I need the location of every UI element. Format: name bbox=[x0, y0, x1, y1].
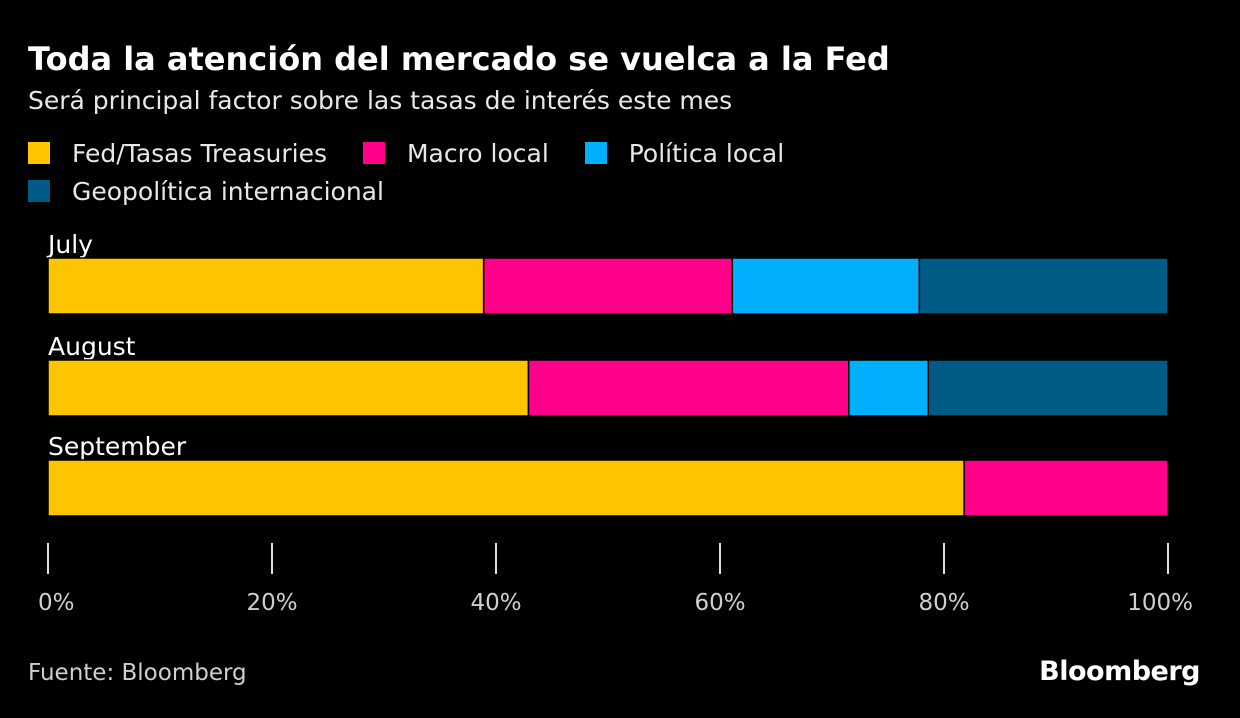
bar-segment bbox=[731, 257, 921, 315]
x-tick-label: 20% bbox=[246, 590, 297, 616]
legend-swatch bbox=[28, 142, 50, 164]
bar-segment bbox=[927, 359, 1169, 417]
legend-label: Macro local bbox=[406, 138, 549, 168]
category-label: September bbox=[48, 432, 187, 461]
legend-swatch bbox=[584, 142, 607, 164]
bar-segment bbox=[482, 257, 734, 315]
bar-segment bbox=[527, 359, 850, 417]
legend-label: Fed/Tasas Treasuries bbox=[72, 138, 327, 168]
chart-subtitle: Será principal factor sobre las tasas de… bbox=[28, 86, 733, 115]
source-note: Fuente: Bloomberg bbox=[28, 660, 247, 686]
legend-item: Geopolítica internacional bbox=[28, 172, 384, 210]
category-label: August bbox=[48, 332, 136, 361]
bar-segment bbox=[47, 257, 485, 315]
x-tick-label: 60% bbox=[694, 590, 745, 616]
bar-segment bbox=[918, 257, 1169, 315]
x-tick-label: 40% bbox=[470, 590, 521, 616]
bar-segment bbox=[963, 459, 1169, 517]
x-tick-label: 0% bbox=[38, 590, 75, 616]
legend-swatch bbox=[362, 142, 385, 164]
legend-label: Política local bbox=[628, 138, 785, 168]
bar-segment bbox=[47, 459, 965, 517]
x-tick-label: 100% bbox=[1127, 590, 1193, 616]
legend-label: Geopolítica internacional bbox=[72, 176, 384, 206]
legend-item: Fed/Tasas Treasuries bbox=[28, 134, 327, 172]
bloomberg-logo: Bloomberg bbox=[1039, 656, 1200, 687]
legend-item: Política local bbox=[584, 134, 785, 172]
legend-swatch bbox=[28, 180, 50, 202]
chart-title: Toda la atención del mercado se vuelca a… bbox=[28, 40, 890, 78]
bar-segment bbox=[848, 359, 930, 417]
category-label: July bbox=[46, 230, 93, 259]
bar-segment bbox=[47, 359, 530, 417]
legend-item: Macro local bbox=[362, 134, 549, 172]
legend: Fed/Tasas Treasuries Macro local Polític… bbox=[28, 134, 928, 210]
x-tick-label: 80% bbox=[918, 590, 969, 616]
